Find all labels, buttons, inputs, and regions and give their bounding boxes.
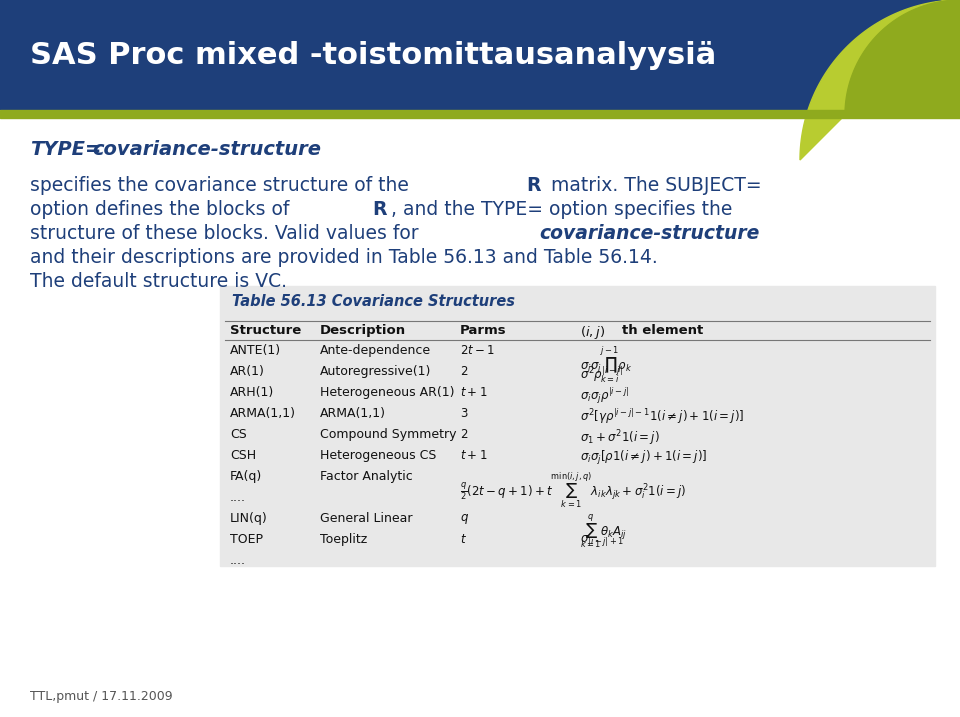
Text: AR(1): AR(1) bbox=[230, 365, 265, 378]
Text: The default structure is VC.: The default structure is VC. bbox=[30, 272, 287, 291]
Text: $2$: $2$ bbox=[460, 428, 468, 441]
Text: ....: .... bbox=[230, 491, 246, 504]
Text: $t+1$: $t+1$ bbox=[460, 449, 488, 462]
Text: ANTE(1): ANTE(1) bbox=[230, 344, 281, 357]
Text: LIN(q): LIN(q) bbox=[230, 512, 268, 525]
Text: Parms: Parms bbox=[460, 324, 507, 337]
Text: covariance-structure: covariance-structure bbox=[540, 224, 759, 243]
Text: ....: .... bbox=[230, 554, 246, 567]
Text: , and the TYPE= option specifies the: , and the TYPE= option specifies the bbox=[391, 200, 732, 219]
Text: R: R bbox=[527, 176, 541, 195]
Text: R: R bbox=[372, 200, 387, 219]
Text: TYPE=: TYPE= bbox=[30, 140, 102, 159]
Text: $\frac{q}{2}(2t-q+1)+t\sum_{k=1}^{\min(i,j,q)}\lambda_{ik}\lambda_{jk}+\sigma_i^: $\frac{q}{2}(2t-q+1)+t\sum_{k=1}^{\min(i… bbox=[460, 470, 686, 510]
Text: $t$: $t$ bbox=[460, 533, 467, 546]
Text: $\sigma^2\rho^{|i-j|}$: $\sigma^2\rho^{|i-j|}$ bbox=[580, 365, 623, 384]
Text: Factor Analytic: Factor Analytic bbox=[320, 470, 413, 483]
Text: CS: CS bbox=[230, 428, 247, 441]
Polygon shape bbox=[845, 0, 960, 115]
Text: Heterogeneous AR(1): Heterogeneous AR(1) bbox=[320, 386, 454, 399]
Text: Toeplitz: Toeplitz bbox=[320, 533, 368, 546]
Bar bbox=[0, 0, 960, 110]
Text: TOEP: TOEP bbox=[230, 533, 263, 546]
Polygon shape bbox=[800, 0, 960, 160]
Text: General Linear: General Linear bbox=[320, 512, 413, 525]
Text: FA(q): FA(q) bbox=[230, 470, 262, 483]
Text: $\sum_{k=1}^{q}\theta_k A_{ij}$: $\sum_{k=1}^{q}\theta_k A_{ij}$ bbox=[580, 512, 627, 550]
Text: $2t-1$: $2t-1$ bbox=[460, 344, 495, 357]
Text: structure of these blocks. Valid values for: structure of these blocks. Valid values … bbox=[30, 224, 424, 243]
Text: CSH: CSH bbox=[230, 449, 256, 462]
Text: Table 56.13 Covariance Structures: Table 56.13 Covariance Structures bbox=[232, 294, 515, 309]
Text: ARMA(1,1): ARMA(1,1) bbox=[320, 407, 386, 420]
Polygon shape bbox=[220, 286, 935, 566]
Text: $\sigma_1+\sigma^2 1(i=j)$: $\sigma_1+\sigma^2 1(i=j)$ bbox=[580, 428, 660, 447]
Text: $(i, j)$: $(i, j)$ bbox=[580, 324, 606, 341]
Text: and their descriptions are provided in Table 56.13 and Table 56.14.: and their descriptions are provided in T… bbox=[30, 248, 658, 267]
Text: covariance-structure: covariance-structure bbox=[92, 140, 321, 159]
Text: Autoregressive(1): Autoregressive(1) bbox=[320, 365, 431, 378]
Text: Description: Description bbox=[320, 324, 406, 337]
Text: TTL,pmut / 17.11.2009: TTL,pmut / 17.11.2009 bbox=[30, 690, 173, 703]
Text: $t+1$: $t+1$ bbox=[460, 386, 488, 399]
Text: $\sigma_{|i-j|+1}$: $\sigma_{|i-j|+1}$ bbox=[580, 533, 624, 548]
Text: $q$: $q$ bbox=[460, 512, 469, 526]
Text: SAS Proc mixed -toistomittausanalyysiä: SAS Proc mixed -toistomittausanalyysiä bbox=[30, 40, 716, 70]
Text: ARH(1): ARH(1) bbox=[230, 386, 275, 399]
Text: $3$: $3$ bbox=[460, 407, 468, 420]
Text: $2$: $2$ bbox=[460, 365, 468, 378]
Polygon shape bbox=[0, 110, 960, 118]
Text: $\sigma^2[\gamma\rho^{|i-j|-1}1(i\neq j)+1(i=j)]$: $\sigma^2[\gamma\rho^{|i-j|-1}1(i\neq j)… bbox=[580, 407, 744, 426]
Text: $\sigma_i\sigma_j\rho^{|i-j|}$: $\sigma_i\sigma_j\rho^{|i-j|}$ bbox=[580, 386, 629, 406]
Text: th element: th element bbox=[622, 324, 704, 337]
Text: Compound Symmetry: Compound Symmetry bbox=[320, 428, 457, 441]
Text: option defines the blocks of: option defines the blocks of bbox=[30, 200, 296, 219]
Text: specifies the covariance structure of the: specifies the covariance structure of th… bbox=[30, 176, 415, 195]
Text: matrix. The SUBJECT=: matrix. The SUBJECT= bbox=[545, 176, 762, 195]
Text: ARMA(1,1): ARMA(1,1) bbox=[230, 407, 296, 420]
Text: Heterogeneous CS: Heterogeneous CS bbox=[320, 449, 437, 462]
Text: $\sigma_i\sigma_j[\rho 1(i\neq j)+1(i=j)]$: $\sigma_i\sigma_j[\rho 1(i\neq j)+1(i=j)… bbox=[580, 449, 708, 467]
Text: Structure: Structure bbox=[230, 324, 301, 337]
Text: $\sigma_i\sigma_j\prod_{k=i}^{j-1}\rho_k$: $\sigma_i\sigma_j\prod_{k=i}^{j-1}\rho_k… bbox=[580, 344, 633, 384]
Text: Ante-dependence: Ante-dependence bbox=[320, 344, 431, 357]
